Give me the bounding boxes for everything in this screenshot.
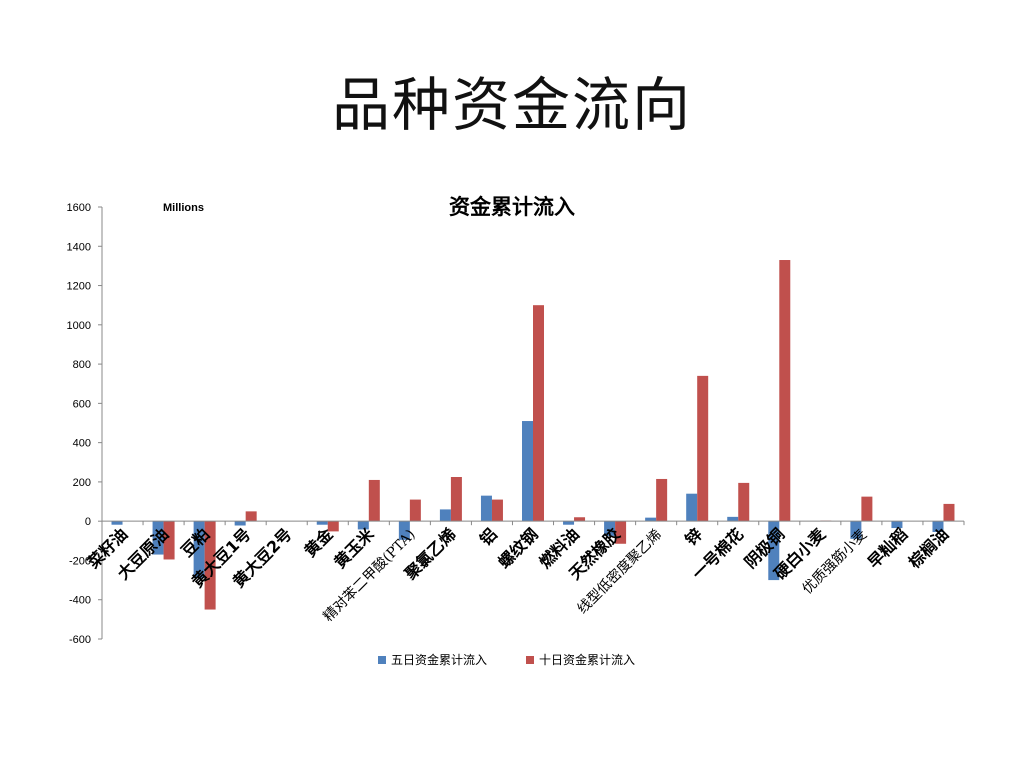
bar-ten-day xyxy=(656,478,668,522)
bar-five-day xyxy=(357,521,369,530)
y-tick-label: 1600 xyxy=(67,202,91,214)
bar-ten-day xyxy=(409,499,421,522)
bar-five-day xyxy=(193,521,205,579)
bar-ten-day xyxy=(450,477,462,522)
bar-ten-day xyxy=(861,496,873,522)
unit-label: Millions xyxy=(163,202,204,214)
bar-ten-day xyxy=(245,511,257,522)
bars xyxy=(101,260,965,610)
bar-five-day xyxy=(850,521,862,539)
y-tick-label: 0 xyxy=(85,516,91,528)
bar-five-day xyxy=(932,521,944,532)
bar-ten-day xyxy=(368,479,380,522)
bar-ten-day xyxy=(533,305,544,522)
y-tick-label: 1000 xyxy=(67,320,91,332)
y-tick-label: 600 xyxy=(73,398,91,410)
legend-swatch xyxy=(526,656,534,664)
bar-five-day xyxy=(152,521,164,555)
x-tick-label: 铝 xyxy=(476,525,501,550)
bar-five-day xyxy=(522,421,533,522)
y-tick-label: -400 xyxy=(69,595,91,607)
y-tick-label: 1200 xyxy=(67,281,91,293)
bar-ten-day xyxy=(574,517,586,522)
bar-ten-day xyxy=(204,521,216,610)
bar-ten-day xyxy=(163,521,175,560)
bar-five-day xyxy=(316,521,328,525)
bar-five-day xyxy=(604,521,616,536)
x-tick-label: 早籼稻 xyxy=(864,525,911,572)
slide-title: 品种资金流向 xyxy=(331,71,692,139)
bar-five-day xyxy=(398,521,410,540)
bar-five-day xyxy=(111,521,123,525)
x-tick-label: 螺纹钢 xyxy=(494,525,541,572)
bar-ten-day xyxy=(491,499,503,522)
bar-five-day xyxy=(727,516,739,522)
bar-ten-day xyxy=(615,521,627,544)
bar-five-day xyxy=(563,521,575,525)
bar-five-day xyxy=(645,517,657,522)
bar-ten-day xyxy=(738,482,750,522)
chart-title: 资金累计流入 xyxy=(449,195,575,219)
legend: 五日资金累计流入 十日资金累计流入 xyxy=(378,652,635,667)
legend-label: 五日资金累计流入 xyxy=(391,652,487,667)
legend-label: 十日资金累计流入 xyxy=(539,652,635,667)
bar-five-day xyxy=(686,493,698,522)
bar-five-day xyxy=(891,521,903,529)
bar-five-day xyxy=(439,509,451,522)
x-tick-label: 棕榈油 xyxy=(905,525,952,572)
bar-five-day xyxy=(768,521,780,581)
y-tick-label: 400 xyxy=(73,438,91,450)
y-tick-label: -200 xyxy=(69,555,91,567)
bar-ten-day xyxy=(697,375,709,522)
bar-ten-day xyxy=(779,260,791,522)
y-tick-label: 1400 xyxy=(67,241,91,253)
bar-ten-day xyxy=(327,521,339,532)
bar-five-day xyxy=(480,495,492,522)
y-tick-label: 800 xyxy=(73,359,91,371)
x-tick-label: 锌 xyxy=(681,525,706,550)
y-tick-label: 200 xyxy=(73,477,91,489)
legend-swatch xyxy=(378,656,386,664)
y-tick-label: -600 xyxy=(69,634,91,646)
y-ticks: 1600 1400 1200 1000 800 600 400 200 0 -200 -400 -60… xyxy=(67,202,102,646)
bar-ten-day xyxy=(943,503,955,522)
bar-five-day xyxy=(234,521,246,526)
